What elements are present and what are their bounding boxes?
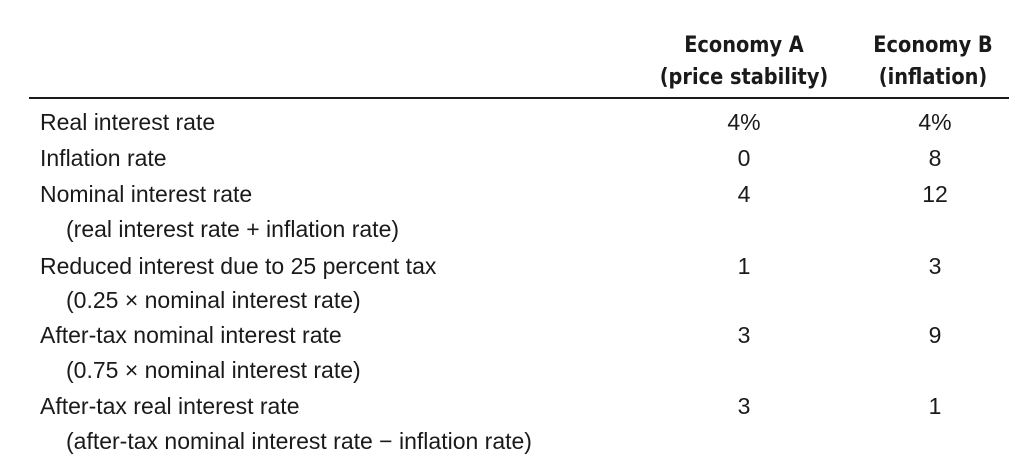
row-label: Reduced interest due to 25 percent tax: [40, 253, 437, 279]
economy-a-value: 3: [737, 393, 751, 419]
economy-b-value: 12: [922, 181, 948, 207]
row-label: Inflation rate: [40, 145, 167, 171]
column-header-economy-b: Economy B (inflation): [827, 30, 1025, 94]
row-formula: (after-tax nominal interest rate − infla…: [66, 428, 532, 454]
economy-a-value: 3: [737, 322, 751, 348]
column-header-economy-b-title: Economy B: [873, 33, 993, 58]
economy-a-value: 4%: [727, 109, 761, 135]
row-label: After-tax real interest rate: [40, 393, 300, 419]
table-header: Economy A (price stability) Economy B (i…: [0, 30, 1025, 92]
row-label: Nominal interest rate: [40, 181, 253, 207]
economy-b-value: 1: [928, 393, 942, 419]
economy-b-value: 4%: [918, 109, 952, 135]
column-header-economy-b-subtitle: (inflation): [878, 65, 988, 90]
economy-b-value: 9: [928, 322, 942, 348]
header-divider: [29, 97, 1009, 99]
row-label: After-tax nominal interest rate: [40, 322, 342, 348]
column-header-economy-a: Economy A (price stability): [638, 30, 849, 94]
row-formula: (0.75 × nominal interest rate): [66, 357, 361, 383]
row-formula: (0.25 × nominal interest rate): [66, 287, 361, 313]
column-header-economy-a-subtitle: (price stability): [659, 65, 829, 90]
economy-b-value: 8: [928, 145, 942, 171]
economy-a-value: 0: [737, 145, 751, 171]
row-formula: (real interest rate + inflation rate): [66, 216, 400, 242]
economy-b-value: 3: [928, 253, 942, 279]
economy-a-value: 1: [737, 253, 751, 279]
column-header-economy-a-title: Economy A: [684, 33, 804, 58]
economy-a-value: 4: [737, 181, 751, 207]
row-label: Real interest rate: [40, 109, 216, 135]
